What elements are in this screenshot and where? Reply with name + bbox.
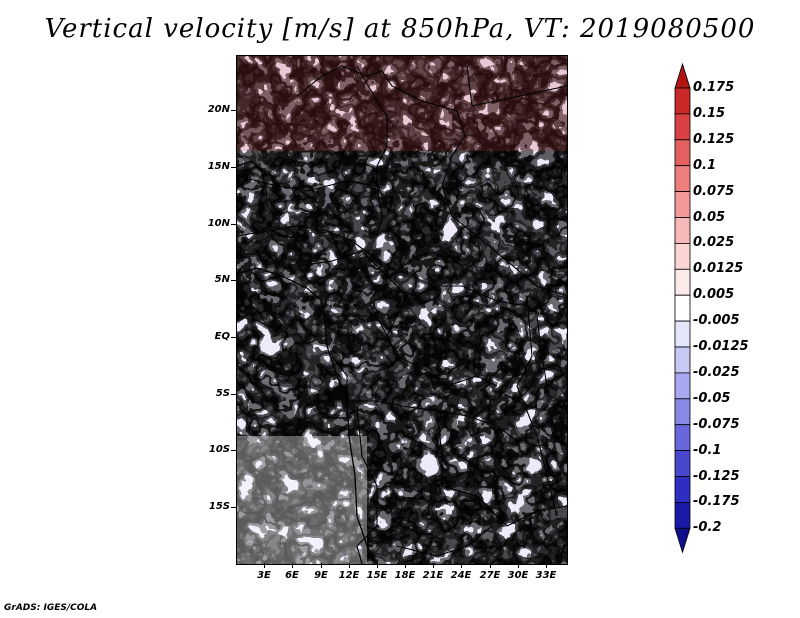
lon-label: 30E <box>507 570 529 581</box>
map-plot-area[interactable] <box>236 55 568 565</box>
colorbar-label: 0.125 <box>693 131 735 147</box>
lat-tick <box>231 394 236 395</box>
colorbar-swatch <box>674 217 691 244</box>
lat-label: 5N <box>214 274 230 285</box>
colorbar-swatch <box>674 165 691 192</box>
colorbar-swatch <box>674 87 691 115</box>
colorbar-label: 0.1 <box>693 157 717 173</box>
lon-label: 21E <box>422 570 444 581</box>
lon-label: 15E <box>366 570 388 581</box>
colorbar-label: 0.15 <box>693 105 726 121</box>
lon-label: 12E <box>338 570 360 581</box>
colorbar-label: -0.2 <box>693 520 722 536</box>
colorbar-label: -0.025 <box>693 364 740 380</box>
lon-label: 9E <box>314 570 328 581</box>
lon-label: 18E <box>394 570 416 581</box>
lon-tick <box>321 563 322 568</box>
lat-tick <box>231 450 236 451</box>
lat-label: EQ <box>214 331 230 342</box>
colorbar-swatch <box>674 242 691 270</box>
colorbar-swatch <box>674 501 691 529</box>
colorbar-label: 0.075 <box>693 183 735 199</box>
colorbar-swatch <box>674 294 691 322</box>
lat-tick <box>231 110 236 111</box>
lon-label: 33E <box>535 570 557 581</box>
colorbar-label: 0.0125 <box>693 261 744 277</box>
country-borders <box>237 65 567 564</box>
lon-tick <box>518 563 519 568</box>
lon-tick <box>433 563 434 568</box>
lon-tick <box>461 563 462 568</box>
lon-tick <box>546 563 547 568</box>
colorbar-swatch <box>674 320 691 348</box>
colorbar-label: 0.025 <box>693 235 735 251</box>
lat-label: 5S <box>215 388 230 399</box>
lat-tick <box>231 167 236 168</box>
lon-label: 3E <box>257 570 271 581</box>
colorbar-swatch <box>674 450 691 477</box>
colorbar-label: -0.125 <box>693 468 740 484</box>
colorbar-swatch <box>674 398 691 426</box>
lat-label: 15N <box>207 161 230 172</box>
lon-tick <box>292 563 293 568</box>
lon-label: 27E <box>479 570 501 581</box>
lat-tick <box>231 224 236 225</box>
colorbar-label: -0.1 <box>693 442 722 458</box>
grads-credit: GrADS: IGES/COLA <box>4 603 98 613</box>
lon-tick <box>377 563 378 568</box>
lat-label: 10N <box>207 218 230 229</box>
lon-label: 24E <box>450 570 472 581</box>
colorbar-label: -0.075 <box>693 416 740 432</box>
lat-label: 10S <box>208 444 230 455</box>
colorbar-label: 0.05 <box>693 209 726 225</box>
colorbar-swatch <box>674 424 691 452</box>
lat-label: 20N <box>207 104 230 115</box>
colorbar-swatch <box>674 268 691 296</box>
colorbar-swatch <box>674 191 691 218</box>
lat-tick <box>231 337 236 338</box>
lat-tick <box>231 280 236 281</box>
lat-tick <box>231 507 236 508</box>
lat-label: 15S <box>208 501 230 512</box>
colorbar-label: 0.175 <box>693 80 735 95</box>
lon-tick <box>264 563 265 568</box>
colorbar-swatch <box>674 113 691 141</box>
colorbar-swatch <box>674 372 691 400</box>
vertical-velocity-field <box>237 56 567 564</box>
colorbar-label: -0.175 <box>693 494 740 510</box>
colorbar-label: -0.05 <box>693 390 731 406</box>
colorbar-label: 0.005 <box>693 287 735 303</box>
lon-tick <box>405 563 406 568</box>
colorbar-label: -0.005 <box>693 313 740 329</box>
lon-label: 6E <box>285 570 299 581</box>
lon-tick <box>349 563 350 568</box>
colorbar-swatch <box>674 527 691 554</box>
colorbar-swatch <box>674 346 691 374</box>
colorbar-swatch <box>674 476 691 503</box>
lon-tick <box>490 563 491 568</box>
colorbar-swatch <box>674 62 691 89</box>
map-title: Vertical velocity [m/s] at 850hPa, VT: 2… <box>44 14 756 44</box>
colorbar-label: -0.0125 <box>693 339 749 354</box>
colorbar-swatch <box>674 139 691 167</box>
